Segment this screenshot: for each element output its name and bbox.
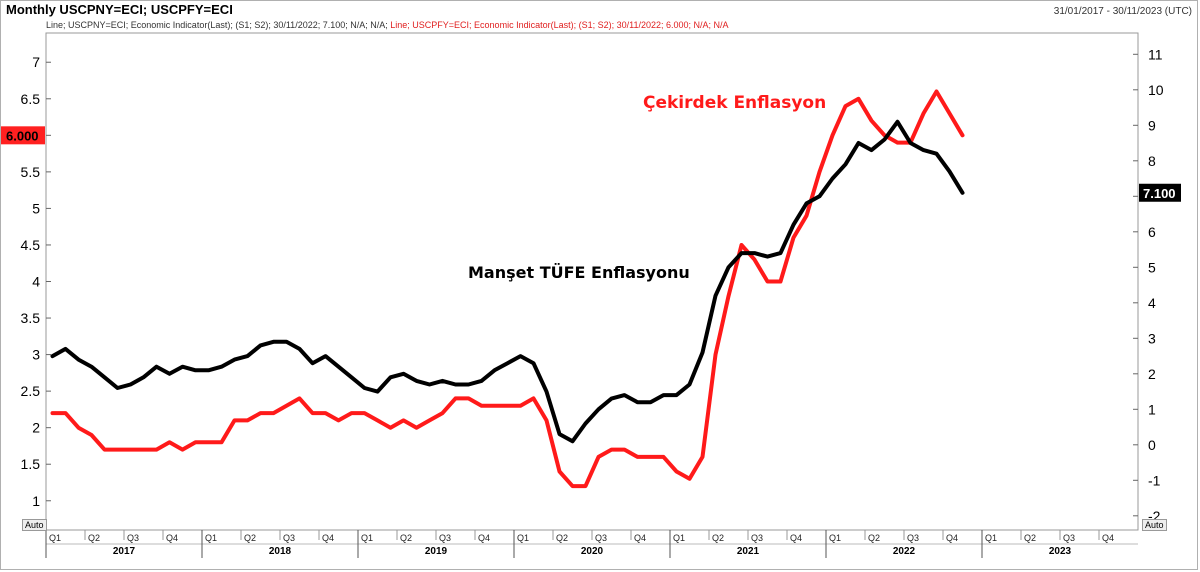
quarter-label: Q2 [868, 533, 880, 543]
year-label: 2021 [737, 546, 760, 557]
auto-scale-right-button[interactable]: Auto [1142, 519, 1167, 531]
quarter-label: Q4 [634, 533, 646, 543]
left-axis-label: 5 [32, 200, 40, 216]
right-axis-label: 2 [1148, 366, 1156, 382]
quarter-label: Q1 [517, 533, 529, 543]
quarter-label: Q3 [595, 533, 607, 543]
quarter-label: Q2 [88, 533, 100, 543]
right-axis-label: 4 [1148, 295, 1156, 311]
right-axis-label: 11 [1148, 46, 1163, 62]
left-axis-label: 1 [32, 493, 40, 509]
quarter-label: Q2 [556, 533, 568, 543]
quarter-label: Q2 [712, 533, 724, 543]
legend: Line; USCPNY=ECI; Economic Indicator(Las… [46, 20, 729, 30]
quarter-label: Q4 [322, 533, 334, 543]
right-last-value-label: 7.100 [1143, 186, 1176, 201]
quarter-label: Q4 [166, 533, 178, 543]
quarter-label: Q4 [790, 533, 802, 543]
headline-inflation-annotation: Manşet TÜFE Enflasyonu [468, 263, 690, 282]
right-axis-label: 10 [1148, 82, 1164, 98]
right-axis-label: 9 [1148, 117, 1156, 133]
year-label: 2020 [581, 546, 604, 557]
quarter-label: Q1 [829, 533, 841, 543]
headline-inflation-line [50, 119, 965, 444]
left-last-value-label: 6.000 [6, 128, 39, 143]
quarter-label: Q3 [751, 533, 763, 543]
quarter-label: Q2 [1024, 533, 1036, 543]
left-axis-label: 5.5 [21, 164, 41, 180]
year-label: 2023 [1049, 546, 1072, 557]
left-axis-label: 6.5 [21, 91, 41, 107]
quarter-label: Q3 [127, 533, 139, 543]
right-axis-label: 3 [1148, 330, 1156, 346]
quarter-label: Q2 [244, 533, 256, 543]
right-axis-label: 8 [1148, 153, 1156, 169]
quarter-label: Q1 [361, 533, 373, 543]
quarter-label: Q4 [478, 533, 490, 543]
quarter-label: Q3 [283, 533, 295, 543]
right-axis-label: 1 [1148, 401, 1156, 417]
quarter-label: Q4 [1102, 533, 1114, 543]
quarter-label: Q1 [985, 533, 997, 543]
quarter-label: Q1 [49, 533, 61, 543]
quarter-label: Q4 [946, 533, 958, 543]
left-last-value-badge [1, 126, 45, 145]
core-inflation-line [50, 89, 965, 489]
year-label: 2022 [893, 546, 916, 557]
year-label: 2019 [425, 546, 448, 557]
quarter-label: Q3 [1063, 533, 1075, 543]
right-axis-label: -1 [1148, 472, 1161, 488]
left-axis-label: 2.5 [21, 383, 41, 399]
left-axis-label: 3 [32, 347, 40, 363]
left-axis-label: 3.5 [21, 310, 41, 326]
right-axis-label: 0 [1148, 437, 1156, 453]
left-axis-label: 1.5 [21, 456, 41, 472]
quarter-label: Q3 [907, 533, 919, 543]
quarter-label: Q3 [439, 533, 451, 543]
quarter-label: Q1 [673, 533, 685, 543]
left-axis-label: 4 [32, 274, 40, 290]
chart-title: Monthly USCPNY=ECI; USCPFY=ECI [6, 2, 233, 17]
right-axis-label: 5 [1148, 259, 1156, 275]
date-range: 31/01/2017 - 30/11/2023 (UTC) [1053, 6, 1192, 17]
right-last-value-badge [1139, 183, 1181, 202]
legend-series-headline: Line; USCPNY=ECI; Economic Indicator(Las… [46, 20, 388, 30]
year-label: 2017 [113, 546, 136, 557]
auto-scale-left-button[interactable]: Auto [22, 519, 47, 531]
left-axis-label: 7 [32, 54, 40, 70]
year-label: 2018 [269, 546, 292, 557]
left-axis-label: 4.5 [21, 237, 41, 253]
left-axis-label: 2 [32, 420, 40, 436]
quarter-label: Q2 [400, 533, 412, 543]
quarter-label: Q1 [205, 533, 217, 543]
legend-series-core: Line; USCPFY=ECI; Economic Indicator(Las… [390, 20, 729, 30]
core-inflation-annotation: Çekirdek Enflasyon [643, 93, 826, 113]
right-axis-label: 6 [1148, 224, 1156, 240]
